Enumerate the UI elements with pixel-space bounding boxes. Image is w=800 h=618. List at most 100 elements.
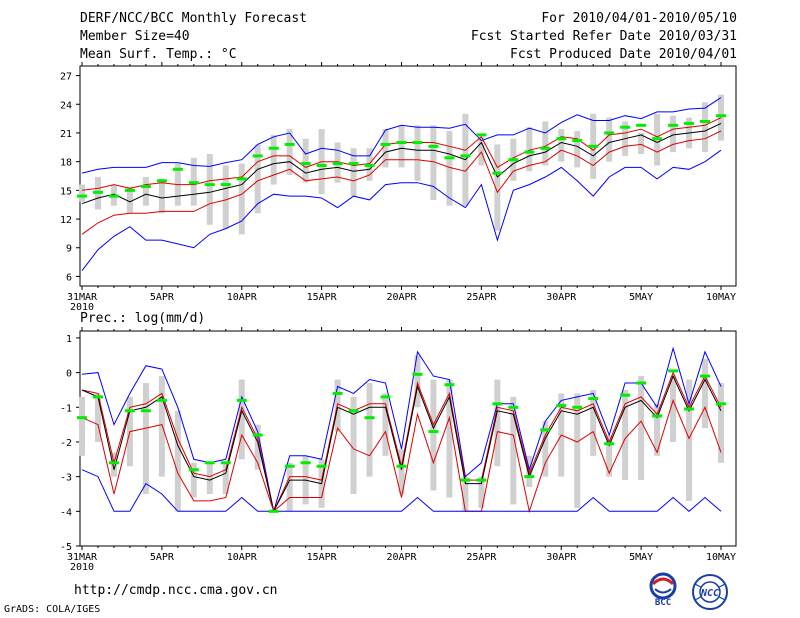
- spread-box: [686, 379, 693, 501]
- spread-box: [94, 393, 101, 442]
- spread-box: [286, 129, 293, 176]
- x-tick-label: 31MAR: [67, 292, 98, 303]
- chart-title: DERF/NCC/BCC Monthly Forecast: [80, 11, 307, 26]
- observed-marker: [636, 381, 647, 385]
- spread-box: [574, 393, 581, 508]
- observed-marker: [77, 194, 87, 198]
- observed-marker: [700, 119, 711, 123]
- observed-marker: [428, 430, 439, 434]
- start-date: Fcst Started Refer Date 2010/03/31: [470, 29, 737, 44]
- spread-box: [478, 136, 485, 166]
- plot-frame: [79, 65, 737, 287]
- y-tick-label: 6: [66, 272, 72, 283]
- observed-marker: [172, 167, 183, 171]
- variable-label: Mean Surf. Temp.: °C: [80, 47, 237, 62]
- observed-marker: [300, 162, 311, 166]
- observed-marker: [476, 478, 487, 482]
- x-tick-year: 2010: [70, 302, 94, 313]
- x-tick-label: 30APR: [546, 292, 577, 303]
- x-tick-label: 10APR: [227, 552, 258, 563]
- spread-box: [526, 127, 533, 172]
- observed-marker: [268, 509, 279, 513]
- series-lower-line: [81, 130, 722, 235]
- x-tick-label: 10MAY: [706, 292, 736, 303]
- website-url[interactable]: http://cmdp.ncc.cma.gov.cn: [74, 583, 278, 598]
- observed-marker: [364, 163, 375, 167]
- observed-marker: [508, 405, 519, 409]
- spread-box: [350, 148, 357, 197]
- spread-box: [79, 396, 85, 456]
- observed-marker: [556, 137, 567, 141]
- svg-text:NCC: NCC: [700, 588, 719, 599]
- spread-box: [558, 129, 565, 162]
- observed-marker: [316, 464, 327, 468]
- observed-marker: [108, 461, 119, 465]
- bcc-logo: BCC: [640, 572, 686, 612]
- observed-marker: [460, 478, 471, 482]
- observed-marker: [188, 468, 199, 472]
- observed-marker: [108, 194, 119, 198]
- observed-marker: [652, 414, 663, 418]
- spread-box: [366, 383, 373, 477]
- y-tick-label: -3: [60, 473, 72, 484]
- produced-date: Fcst Produced Date 2010/04/01: [510, 47, 737, 62]
- spread-box: [254, 424, 261, 470]
- spread-box: [350, 396, 357, 494]
- observed-marker: [380, 142, 391, 146]
- observed-marker: [604, 442, 615, 446]
- spread-box: [414, 125, 421, 181]
- observed-marker: [620, 125, 631, 129]
- spread-box: [158, 376, 165, 477]
- precip-panel-title: Prec.: log(mm/d): [80, 311, 205, 326]
- observed-marker: [540, 428, 551, 432]
- observed-marker: [492, 402, 503, 406]
- y-tick-label: -5: [60, 542, 72, 553]
- y-tick-label: 1: [66, 334, 72, 345]
- spread-box: [494, 379, 501, 467]
- x-tick-label: 15APR: [307, 552, 338, 563]
- spread-box: [79, 184, 85, 202]
- spread-box: [270, 134, 277, 185]
- x-tick-label: 15APR: [307, 292, 338, 303]
- spread-box: [206, 154, 213, 225]
- series-mean-line: [81, 374, 722, 513]
- series-lower-line: [81, 398, 722, 514]
- x-tick-label: 5APR: [150, 292, 175, 303]
- observed-marker: [188, 181, 199, 185]
- spread-box: [718, 94, 724, 141]
- observed-marker: [460, 154, 471, 158]
- observed-marker: [316, 163, 327, 167]
- observed-marker: [396, 141, 407, 145]
- series-max-line: [81, 346, 722, 512]
- y-tick-label: -1: [60, 403, 72, 414]
- spread-box: [606, 117, 613, 162]
- spread-box: [158, 178, 165, 214]
- observed-marker: [524, 475, 535, 479]
- spread-box: [254, 144, 261, 214]
- x-tick-label: 20APR: [386, 552, 417, 563]
- observed-marker: [572, 405, 583, 409]
- x-tick-label: 25APR: [466, 292, 497, 303]
- observed-marker: [300, 461, 311, 465]
- observed-marker: [92, 395, 103, 399]
- observed-marker: [156, 398, 167, 402]
- observed-marker: [588, 397, 599, 401]
- spread-box: [126, 186, 133, 214]
- observed-marker: [572, 139, 583, 143]
- spread-box: [414, 355, 421, 408]
- y-tick-label: 0: [66, 369, 72, 380]
- observed-marker: [444, 383, 455, 387]
- spread-box: [142, 176, 149, 206]
- ncc-logo: NCC: [686, 572, 734, 616]
- x-tick-year: 2010: [70, 562, 94, 573]
- spread-box: [702, 358, 709, 429]
- observed-marker: [540, 146, 551, 150]
- observed-marker: [716, 402, 726, 406]
- observed-marker: [124, 409, 135, 413]
- observed-marker: [204, 461, 215, 465]
- spread-box: [174, 410, 181, 512]
- x-tick-label: 10APR: [227, 292, 258, 303]
